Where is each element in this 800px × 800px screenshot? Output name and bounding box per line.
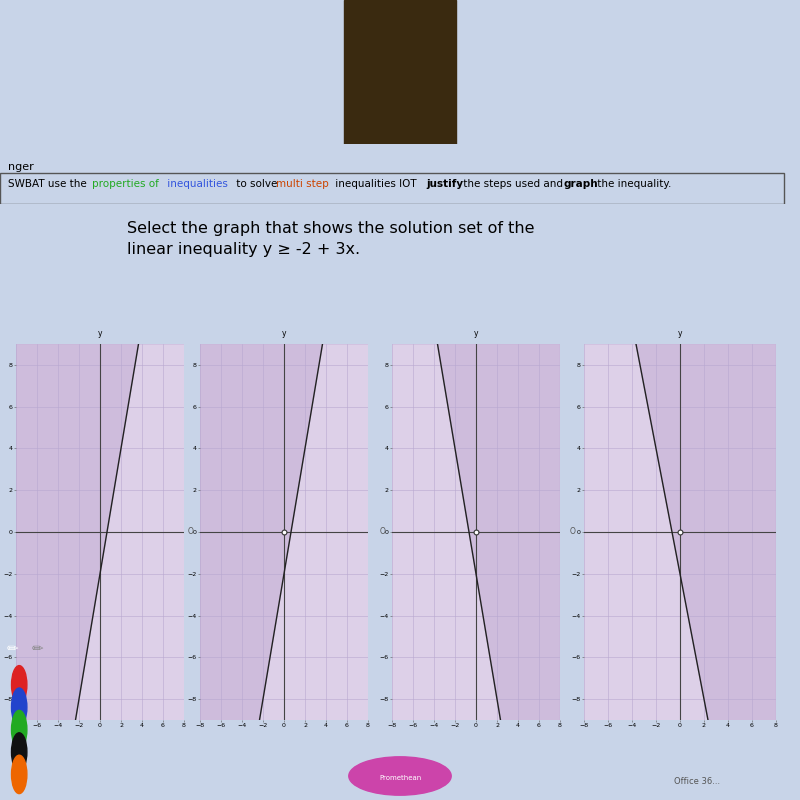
Text: multi step: multi step bbox=[276, 179, 329, 190]
Text: inequalities: inequalities bbox=[164, 179, 228, 190]
Text: justify: justify bbox=[426, 179, 463, 190]
Circle shape bbox=[11, 688, 27, 726]
Text: the steps used and: the steps used and bbox=[460, 179, 566, 190]
Bar bbox=[344, 0, 456, 144]
Circle shape bbox=[11, 666, 27, 704]
Text: Office 36...: Office 36... bbox=[674, 777, 720, 786]
Text: nger: nger bbox=[8, 162, 34, 172]
Text: y: y bbox=[678, 329, 682, 338]
Text: graph: graph bbox=[564, 179, 598, 190]
Text: the inequality.: the inequality. bbox=[594, 179, 671, 190]
Text: O: O bbox=[379, 527, 386, 537]
Circle shape bbox=[11, 710, 27, 749]
Text: ✏: ✏ bbox=[32, 642, 44, 656]
Text: Select the graph that shows the solution set of the
linear inequality y ≥ -2 + 3: Select the graph that shows the solution… bbox=[127, 221, 534, 257]
Text: ✏: ✏ bbox=[6, 642, 18, 656]
Circle shape bbox=[11, 755, 27, 794]
Text: y: y bbox=[98, 329, 102, 338]
Text: Promethean: Promethean bbox=[379, 775, 421, 782]
Text: inequalities IOT: inequalities IOT bbox=[332, 179, 420, 190]
Circle shape bbox=[11, 733, 27, 771]
Text: SWBAT use the: SWBAT use the bbox=[8, 179, 90, 190]
Text: y: y bbox=[282, 329, 286, 338]
Text: O: O bbox=[570, 527, 575, 537]
Circle shape bbox=[349, 757, 451, 795]
Text: properties of: properties of bbox=[92, 179, 159, 190]
Text: to solve: to solve bbox=[233, 179, 281, 190]
Text: O: O bbox=[187, 527, 194, 537]
Text: y: y bbox=[474, 329, 478, 338]
